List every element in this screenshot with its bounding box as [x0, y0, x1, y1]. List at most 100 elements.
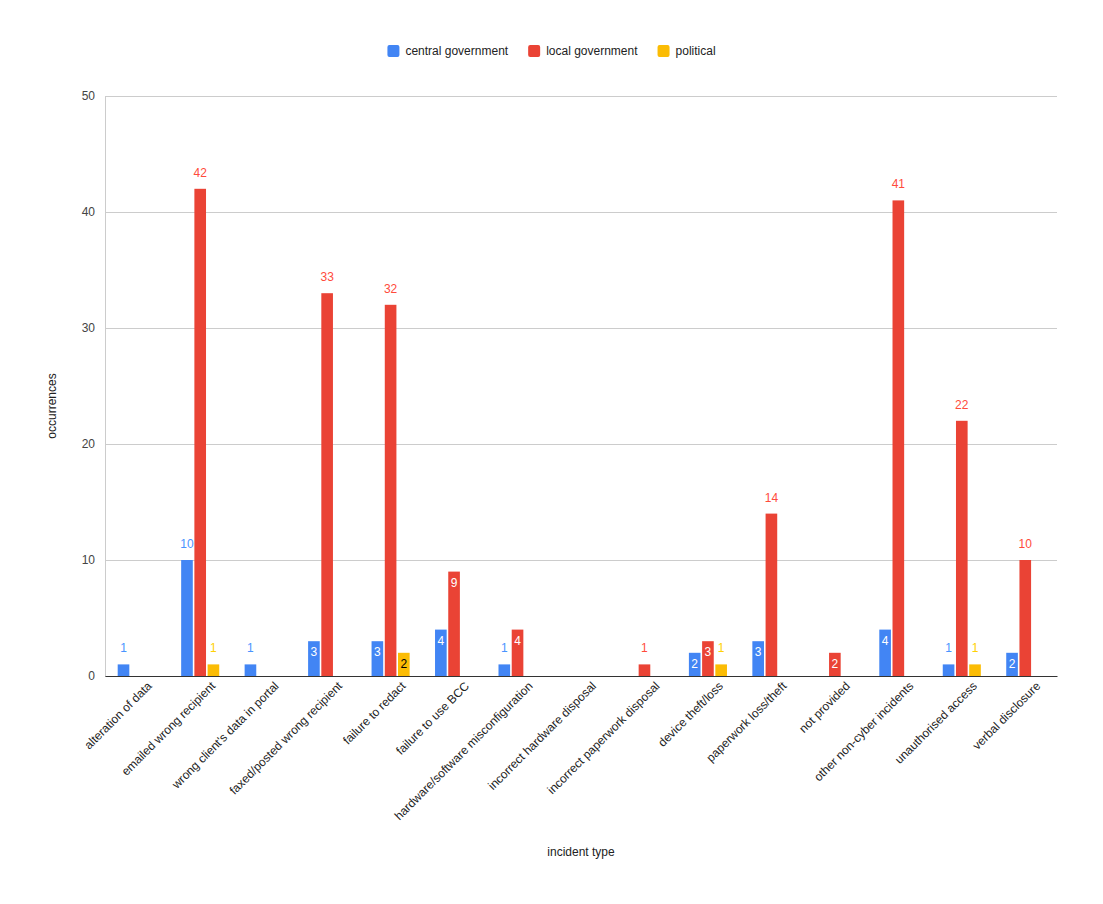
data-label: 1 [718, 641, 725, 655]
data-label: 33 [320, 270, 334, 284]
data-labels: 110133412341242333294131424122101211 [120, 166, 1032, 671]
bar [969, 664, 981, 676]
y-tick-label: 40 [82, 205, 96, 219]
y-axis-title: occurrences [45, 373, 59, 438]
x-tick: unauthorised access [892, 676, 980, 767]
x-tick: device theft/loss [655, 676, 726, 750]
bar [1006, 653, 1018, 676]
x-tick-label: verbal disclosure [970, 679, 1044, 753]
data-label: 22 [955, 398, 969, 412]
bar [448, 572, 460, 676]
x-tick: alteration of data [82, 676, 155, 752]
x-tick: hardware/software misconfiguration [392, 676, 536, 823]
bar [118, 664, 130, 676]
x-tick: other non-cyber incidents [811, 676, 916, 784]
data-label: 3 [311, 645, 318, 659]
x-tick: verbal disclosure [970, 676, 1044, 753]
bar [879, 630, 891, 676]
y-axis: 01020304050 [82, 89, 1057, 683]
data-label: 10 [180, 537, 194, 551]
x-tick: incorrect hardware disposal [485, 676, 599, 793]
y-axis-line [106, 97, 1058, 677]
data-label: 2 [832, 657, 839, 671]
legend: central government local government politi… [387, 44, 715, 58]
x-tick: failure to redact [340, 676, 409, 747]
y-tick-label: 20 [82, 437, 96, 451]
data-label: 14 [765, 491, 779, 505]
legend-label: local government [546, 44, 638, 58]
data-label: 42 [194, 166, 208, 180]
legend-label: central government [405, 44, 508, 58]
legend-item: political [658, 44, 716, 58]
data-label: 1 [120, 641, 127, 655]
data-label: 4 [438, 634, 445, 648]
x-tick-label: failure to redact [340, 679, 409, 748]
data-label: 1 [501, 641, 508, 655]
bar [893, 200, 905, 676]
y-tick-label: 10 [82, 553, 96, 567]
legend-swatch [387, 45, 399, 57]
bar [829, 653, 841, 676]
bar [208, 664, 220, 676]
data-label: 2 [1009, 657, 1016, 671]
y-tick-label: 0 [88, 669, 95, 683]
data-label: 3 [374, 645, 381, 659]
data-label: 1 [247, 641, 254, 655]
bar [498, 664, 510, 676]
x-axis-line [106, 676, 1058, 677]
bar [766, 514, 778, 676]
x-tick: incorrect paperwork disposal [545, 676, 663, 797]
bar [372, 641, 384, 676]
bar [956, 421, 968, 676]
x-tick: not provided [796, 676, 853, 736]
data-label: 1 [945, 641, 952, 655]
bar [752, 641, 764, 676]
bar [245, 664, 257, 676]
grid-line [105, 96, 1057, 97]
x-tick-label: not provided [796, 679, 853, 736]
x-tick-label: incorrect paperwork disposal [545, 679, 663, 797]
x-tick-label: alteration of data [82, 679, 155, 752]
bar [385, 305, 397, 676]
legend-swatch [528, 45, 540, 57]
bar [689, 653, 701, 676]
legend-swatch [658, 45, 670, 57]
x-tick-label: faxed/posted wrong recipient [227, 679, 346, 798]
bar [181, 560, 193, 676]
x-axis: alteration of dataemailed wrong recipien… [82, 676, 1058, 823]
data-label: 2 [691, 657, 698, 671]
x-tick-label: other non-cyber incidents [811, 679, 916, 784]
x-axis-title: incident type [547, 845, 615, 859]
y-tick: 40 [82, 205, 1057, 219]
data-label: 2 [400, 657, 407, 671]
bar [321, 293, 333, 676]
data-label: 3 [705, 645, 712, 659]
bar [702, 641, 714, 676]
bar [398, 653, 410, 676]
data-label: 1 [972, 641, 979, 655]
data-label: 41 [892, 177, 906, 191]
data-label: 4 [514, 634, 521, 648]
data-label: 4 [882, 634, 889, 648]
x-tick-label: paperwork loss/theft [704, 679, 790, 765]
y-tick: 50 [82, 89, 1057, 103]
grid-line [105, 560, 1057, 561]
x-tick-label: hardware/software misconfiguration [392, 679, 536, 823]
y-tick-label: 50 [82, 89, 96, 103]
bar [715, 664, 727, 676]
grid-line [105, 444, 1057, 445]
x-tick-label: wrong client's data in portal [168, 679, 281, 792]
legend-item: central government [387, 44, 508, 58]
data-label: 32 [384, 282, 398, 296]
legend-item: local government [528, 44, 638, 58]
bar [512, 630, 524, 676]
x-tick-label: unauthorised access [892, 679, 980, 767]
bar [194, 189, 206, 676]
plot: 0102030405011013341234124233329413142412… [82, 89, 1058, 822]
y-tick: 0 [88, 669, 1057, 683]
x-tick-label: device theft/loss [655, 679, 726, 750]
bar [435, 630, 447, 676]
data-label: 3 [755, 645, 762, 659]
grid-line [105, 676, 1057, 677]
data-label: 9 [451, 576, 458, 590]
